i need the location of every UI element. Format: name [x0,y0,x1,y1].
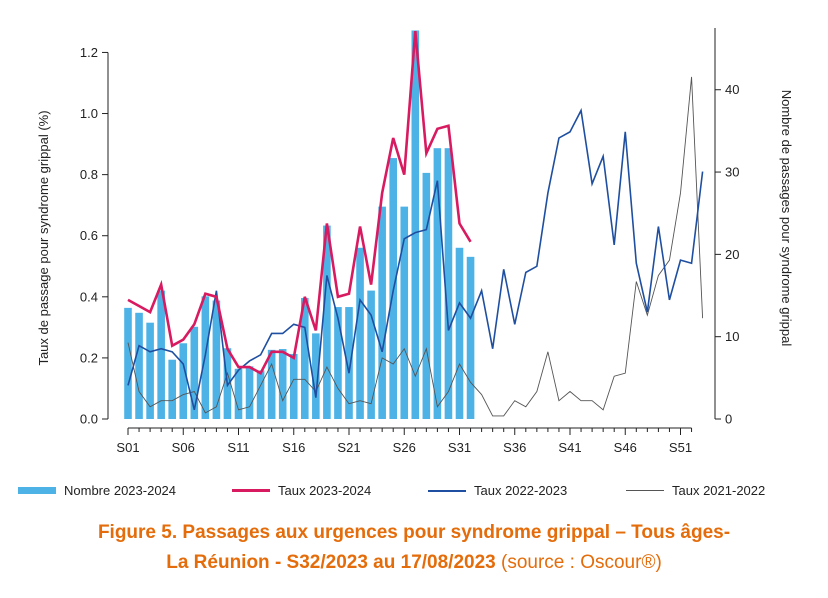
bar-s29 [433,148,442,419]
y-right-tick-label: 10 [725,329,739,344]
bar-s05 [168,359,176,419]
bar-s26 [400,206,409,419]
legend-label: Taux 2023-2024 [278,483,372,498]
legend-swatch-line [428,489,466,492]
x-tick-label: S11 [227,440,249,455]
y-axis-left-title: Taux de passage pour syndrome grippal (%… [36,110,51,365]
legend-item-taux-2021-2022: Taux 2021-2022 [626,483,765,498]
y-left-tick-label: 0.6 [80,228,98,243]
legend-swatch-line [626,490,664,491]
bar-s22 [356,247,364,419]
axes: 0.0 0.2 0.4 0.6 0.8 1.0 1.2 0 10 20 30 40 S01 S06 S11 S… [80,28,739,455]
bar-s18 [312,333,320,419]
x-tick-label: S21 [337,440,360,455]
bar-s32 [466,256,475,419]
bar-s16 [289,353,298,419]
legend: Nombre 2023-2024 Taux 2023-2024 Taux 202… [0,483,828,505]
line-taux-2023-2024 [127,30,472,375]
bar-s21 [345,307,353,419]
caption-source: (source : Oscour®) [501,552,662,573]
bar-s04 [157,290,165,419]
x-tick-label: S46 [614,440,637,455]
bar-s30 [444,148,453,419]
line-taux-2022-2023 [127,107,704,411]
y-right-tick-label: 40 [725,82,739,97]
legend-swatch-bar [18,487,56,494]
figure-caption-line2: La Réunion - S32/2023 au 17/08/2023 (sou… [0,552,828,574]
y-axis-right-title: Nombre de passages pour syndrome grippal [779,90,794,347]
figure-caption-line1: Figure 5. Passages aux urgences pour syn… [0,522,828,544]
chart: 0.0 0.2 0.4 0.6 0.8 1.0 1.2 0 10 20 30 40 S01 S06 S11 S… [36,28,794,455]
bar-s20 [334,307,342,419]
bar-s27 [411,30,420,419]
bar-s12 [245,366,254,419]
bar-s03 [146,322,154,419]
y-left-tick-label: 1.0 [80,106,98,121]
bar-s09 [212,300,221,419]
legend-swatch-line [232,489,270,492]
x-tick-label: S51 [669,440,692,455]
y-right-tick-label: 0 [725,412,732,427]
bar-s24 [378,206,386,419]
x-tick-label: S06 [172,440,195,455]
legend-item-taux-2022-2023: Taux 2022-2023 [428,483,567,498]
legend-item-taux-2023-2024: Taux 2023-2024 [232,483,371,498]
bar-s15 [278,349,287,419]
caption-subtitle: La Réunion - S32/2023 au 17/08/2023 [166,552,496,573]
x-tick-label: S26 [393,440,416,455]
y-left-tick-label: 0.0 [80,412,98,427]
bars-nombre-2023-2024 [124,30,475,419]
y-left-tick-label: 0.8 [80,167,98,182]
legend-label: Taux 2022-2023 [474,483,568,498]
bar-s01 [124,307,132,419]
y-left-tick-label: 1.2 [80,45,98,60]
y-right-tick-label: 30 [725,165,739,180]
y-left-tick-label: 0.2 [80,350,98,365]
x-tick-label: S36 [503,440,526,455]
bar-s11 [234,368,243,419]
y-right-tick-label: 20 [725,247,739,262]
y-left-tick-label: 0.4 [80,289,98,304]
bar-s13 [256,370,265,419]
x-tick-label: S41 [558,440,581,455]
bar-s07 [190,326,199,419]
legend-label: Taux 2021-2022 [672,483,766,498]
line-taux-2021-2022 [127,76,704,417]
bar-s28 [422,172,431,419]
x-tick-label: S31 [448,440,471,455]
bar-s17 [301,298,309,419]
caption-title: Figure 5. Passages aux urgences pour syn… [97,522,731,543]
bar-s06 [179,343,188,419]
legend-label: Nombre 2023-2024 [64,483,177,498]
x-tick-label: S16 [282,440,305,455]
legend-item-nombre-2023-2024: Nombre 2023-2024 [18,483,176,498]
bar-s31 [455,247,464,419]
bar-s23 [367,290,375,419]
series-lines [127,30,704,417]
bar-s02 [135,312,143,419]
x-tick-label: S01 [116,440,139,455]
bar-s19 [323,225,331,419]
bar-s14 [267,349,276,419]
